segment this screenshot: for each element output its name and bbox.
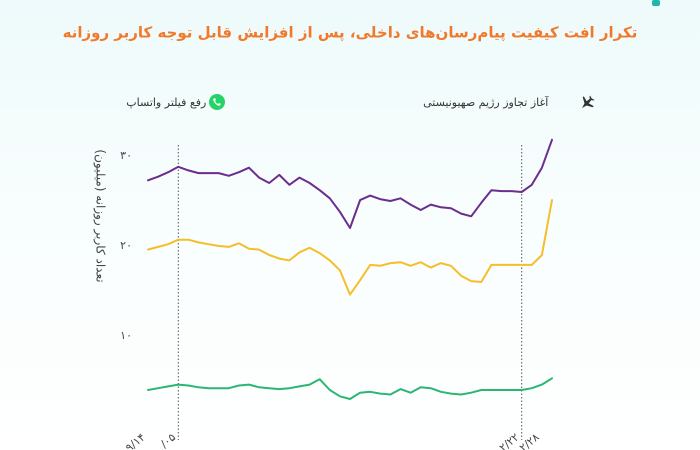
- y-tick-label: ۲۰: [120, 239, 132, 252]
- whatsapp-icon: [209, 94, 225, 110]
- chart-title: تکرار افت کیفیت پیام‌رسان‌های داخلی، پس …: [63, 24, 638, 43]
- corner-decoration: [652, 0, 660, 6]
- y-tick-label: ۱۰: [120, 329, 132, 342]
- x-tick-label: ۲/۲۸: [517, 431, 542, 450]
- series-line: [147, 199, 553, 296]
- x-tick-label: /۰۵: [158, 431, 178, 450]
- series-line: [147, 377, 553, 400]
- y-axis-title: تعداد کاربر روزانه (میلیون): [93, 149, 108, 282]
- x-tick-label: ۲/۲۲: [497, 431, 522, 450]
- x-tick-label: ۹/۱۴: [123, 431, 148, 450]
- event-label: آغاز تجاوز رژیم صهیونیستی: [423, 95, 549, 109]
- plot-area: ۱۰ ۲۰ ۳۰ رفع فیلتر واتساپ آغاز تجاوز رژیم صه…: [120, 95, 553, 450]
- series-line: [147, 138, 553, 229]
- airplane-icon: [582, 95, 595, 108]
- y-tick-label: ۳۰: [120, 149, 132, 162]
- event-label: رفع فیلتر واتساپ: [126, 96, 206, 109]
